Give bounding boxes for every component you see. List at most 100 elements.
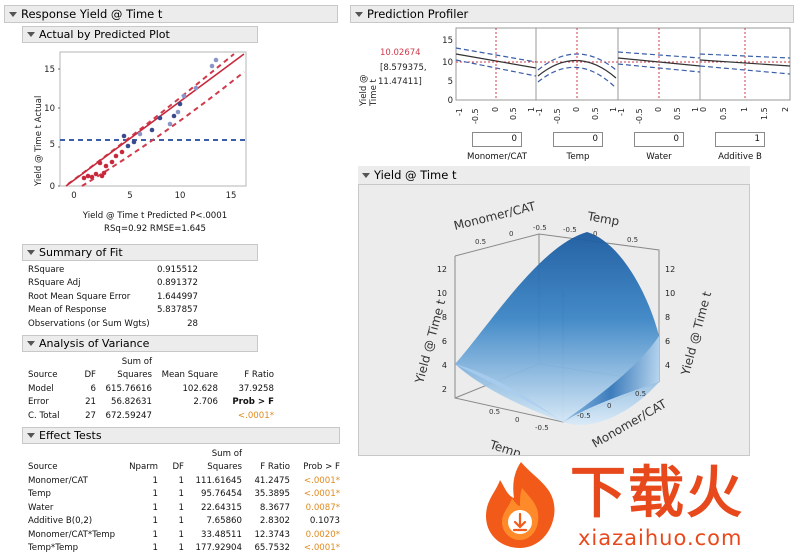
table-row: Monomer/CAT 1 1 111.61645 41.2475 <.0001… (26, 474, 342, 488)
water-value-input[interactable]: 0 (634, 132, 684, 147)
surface-z-tick: 12 (437, 265, 447, 274)
fit-value: 28 (187, 318, 198, 329)
x-tick: 0.5 (673, 107, 682, 120)
surface-axis-temp-bottom: Temp (487, 437, 523, 455)
surface-plot-header[interactable]: Yield @ Time t (358, 166, 750, 185)
profiler-panel-monomer (455, 28, 537, 100)
col-header: Mean Square (161, 370, 218, 381)
surface-plot[interactable]: 12 10 8 6 4 2 12 10 8 6 4 Monomer/CAT Te… (359, 186, 749, 455)
profiler-ci-lower: [8.579375, (380, 63, 427, 73)
collapse-triangle-icon[interactable] (27, 341, 35, 346)
surface-tick: -0.5 (577, 412, 591, 420)
effect-p-value: 0.0020* (305, 529, 340, 540)
anova-ss: 615.76616 (105, 383, 152, 394)
prediction-profiler-header[interactable]: Prediction Profiler (350, 5, 794, 23)
anova-f: 37.9258 (238, 383, 274, 394)
additive-b-value-input[interactable]: 1 (715, 132, 765, 147)
collapse-triangle-icon[interactable] (27, 32, 35, 37)
effect-f: 2.8302 (259, 516, 290, 527)
avp-fit-line (65, 53, 245, 187)
table-header-row: Source DF Squares Mean Square F Ratio (26, 369, 276, 383)
avp-x-tick: 5 (127, 191, 132, 201)
temp-value-input[interactable]: 0 (553, 132, 603, 147)
table-header-row: Sum of (26, 355, 276, 369)
effect-p-value: <.0001* (303, 489, 340, 500)
col-header: Squares (207, 462, 242, 473)
x-tick: 0.5 (591, 107, 600, 120)
fit-label: Mean of Response (28, 305, 107, 316)
analysis-of-variance-header[interactable]: Analysis of Variance (22, 335, 258, 352)
x-tick: -1 (617, 108, 626, 116)
fit-value: 1.644997 (156, 291, 198, 302)
effect-ss: 111.61645 (195, 475, 242, 486)
surface-tick: 0 (509, 230, 513, 238)
fit-value: 0.891372 (156, 278, 198, 289)
avp-x-tick: 15 (226, 191, 237, 201)
effect-nparm: 1 (152, 529, 158, 540)
table-row: Monomer/CAT*Temp 1 1 33.48511 12.3743 0.… (26, 528, 342, 542)
x-tick: 1 (609, 107, 618, 112)
effect-tests-table: Sum of Source Nparm DF Squares F Ratio P… (26, 447, 342, 555)
profiler-panel-additive (699, 28, 791, 100)
surface-axis-yield-right: Yield @ Time t (678, 290, 714, 378)
surface-z-tick-right: 4 (665, 361, 670, 370)
anova-table: Sum of Source DF Squares Mean Square F R… (26, 355, 276, 423)
effect-nparm: 1 (152, 502, 158, 513)
summary-of-fit-header[interactable]: Summary of Fit (22, 244, 258, 261)
avp-points (81, 57, 219, 181)
surface-z-tick: 6 (442, 337, 447, 346)
effect-nparm: 1 (152, 489, 158, 500)
watermark-brand: 下载火 (570, 461, 744, 526)
surface-tick: 0 (593, 230, 597, 238)
effect-df: 1 (178, 543, 184, 554)
col-header: DF (84, 370, 96, 381)
factor-label-additive-b: Additive B (718, 152, 762, 162)
x-tick: -0.5 (471, 108, 480, 124)
surface-z-tick: 4 (442, 361, 447, 370)
collapse-triangle-icon[interactable] (9, 11, 17, 17)
collapse-triangle-icon[interactable] (362, 172, 370, 178)
response-surface (455, 232, 659, 425)
surface-z-tick: 10 (437, 289, 447, 298)
surface-z-tick-right: 6 (665, 337, 670, 346)
effect-f: 35.3895 (254, 489, 290, 500)
collapse-triangle-icon[interactable] (27, 433, 35, 438)
profiler-panel-water (617, 28, 701, 100)
collapse-triangle-icon[interactable] (355, 11, 363, 17)
effect-ss: 22.64315 (200, 502, 242, 513)
avp-y-tick: 15 (44, 65, 55, 75)
summary-of-fit-table: RSquare 0.915512 RSquare Adj 0.891372 Root… (26, 263, 200, 331)
fit-label: Root Mean Square Error (28, 291, 131, 302)
fit-value: 0.915512 (156, 264, 198, 275)
profiler-y-tick: 5 (448, 77, 453, 87)
effect-nparm: 1 (152, 543, 158, 554)
effect-ss: 33.48511 (200, 529, 242, 540)
effect-source: Water (28, 502, 54, 513)
surface-z-tick-right: 8 (665, 313, 670, 322)
collapse-triangle-icon[interactable] (27, 250, 35, 255)
x-tick: 1 (527, 107, 536, 112)
effect-tests-title: Effect Tests (39, 429, 102, 442)
surface-tick: 0.5 (627, 236, 638, 244)
avp-y-tick: 10 (44, 104, 55, 114)
table-row: Observations (or Sum Wgts) 28 (26, 317, 200, 331)
table-row: Root Mean Square Error 1.644997 (26, 290, 200, 304)
avp-y-tick: 5 (50, 140, 55, 150)
effect-tests-header[interactable]: Effect Tests (22, 427, 340, 444)
monomer-cat-value-input[interactable]: 0 (472, 132, 522, 147)
table-row: Additive B(0,2) 1 1 7.65860 2.8302 0.107… (26, 515, 342, 529)
x-tick: 0 (491, 107, 500, 112)
effect-f: 12.3743 (254, 529, 290, 540)
response-header[interactable]: Response Yield @ Time t (4, 5, 338, 23)
actual-by-predicted-header[interactable]: Actual by Predicted Plot (22, 26, 258, 43)
effect-p-value: 0.1073 (309, 516, 340, 527)
table-row: RSquare 0.915512 (26, 263, 200, 277)
profiler-panel-temp (537, 28, 617, 100)
anova-df: 6 (90, 383, 96, 394)
x-tick: -1 (535, 108, 544, 116)
surface-axis-temp: Temp (585, 209, 620, 229)
col-header: Source (28, 462, 58, 473)
surface-tick: -0.5 (535, 424, 549, 432)
table-row: Error 21 56.82631 2.706 Prob > F (26, 396, 276, 410)
effect-source: Monomer/CAT*Temp (28, 529, 116, 540)
